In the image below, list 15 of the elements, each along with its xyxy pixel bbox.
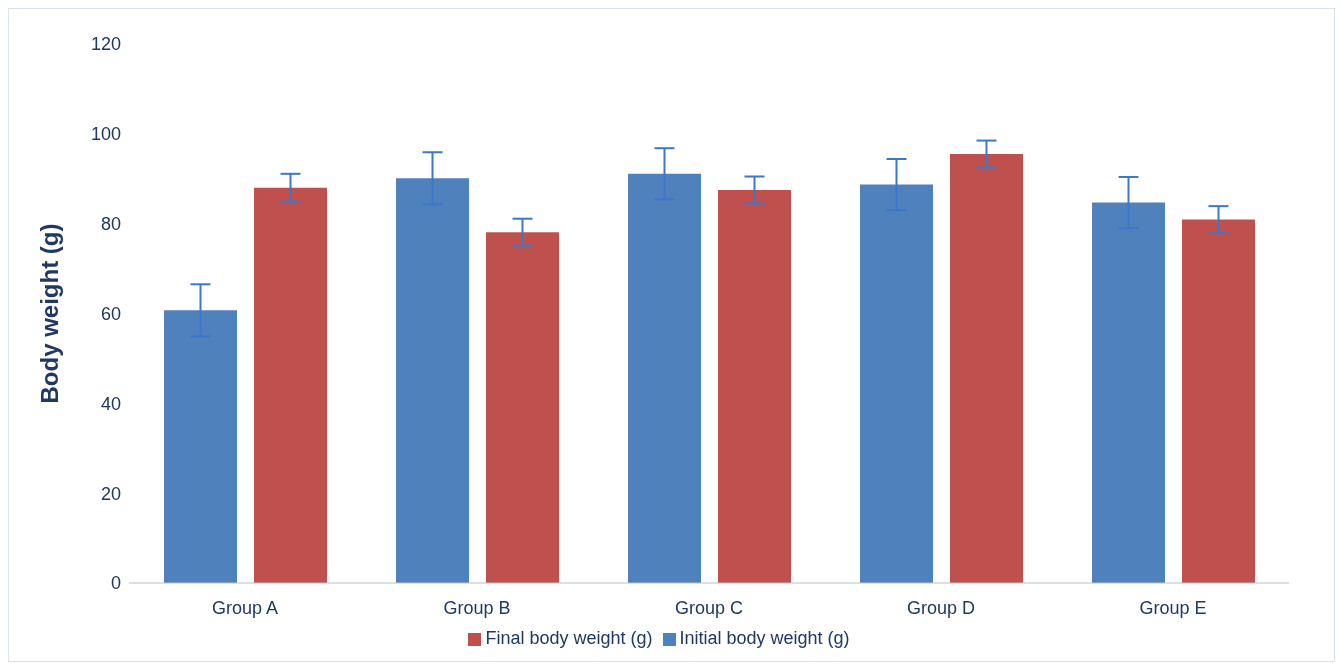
y-tick-label: 100 bbox=[90, 124, 121, 145]
legend-label: Initial body weight (g) bbox=[679, 628, 850, 648]
legend-label: Final body weight (g) bbox=[485, 628, 653, 648]
x-tick-label: Group B bbox=[443, 597, 511, 618]
x-tick-label: Group D bbox=[906, 597, 976, 618]
x-tick-label: Group A bbox=[211, 597, 279, 618]
y-tick-label: 0 bbox=[110, 573, 121, 594]
y-tick-label: 80 bbox=[100, 214, 121, 235]
y-tick-label: 60 bbox=[100, 303, 121, 324]
y-tick-label: 20 bbox=[100, 483, 121, 504]
x-tick-label: Group E bbox=[1139, 597, 1207, 618]
y-tick-label: 40 bbox=[100, 393, 121, 414]
y-axis-title: Body weight (g) bbox=[35, 223, 63, 404]
x-tick-label: Group C bbox=[674, 597, 744, 618]
y-tick-label: 120 bbox=[90, 34, 121, 55]
